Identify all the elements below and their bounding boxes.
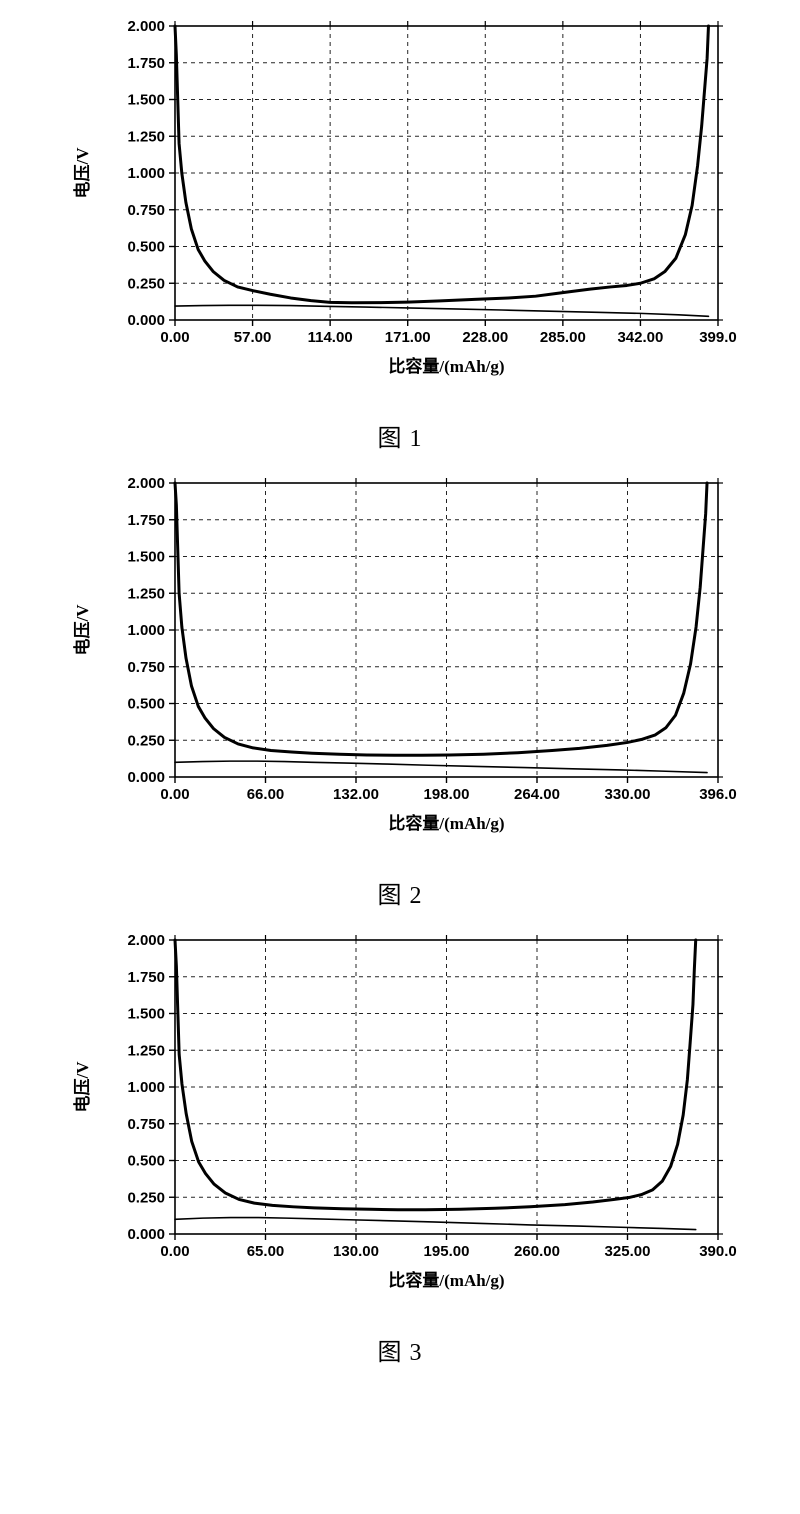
x-tick-label: 65.00 <box>247 1243 285 1260</box>
x-tick-label: 260.00 <box>514 1243 560 1260</box>
y-tick-label: 0.000 <box>127 312 165 329</box>
y-tick-label: 1.250 <box>127 585 165 602</box>
y-tick-label: 0.500 <box>127 239 165 256</box>
x-tick-label: 228.00 <box>462 329 508 346</box>
y-tick-label: 1.000 <box>127 1079 165 1096</box>
y-tick-label: 0.750 <box>127 202 165 219</box>
x-tick-label: 132.00 <box>333 786 379 803</box>
figure: 0.000 0.250 0.500 0.750 1.000 1.250 1.500 1.750… <box>60 467 740 910</box>
y-axis-label: 电压/V <box>72 147 92 199</box>
x-tick-label: 325.00 <box>605 1243 651 1260</box>
y-tick-label: 1.250 <box>127 1042 165 1059</box>
x-tick-label: 399.0 <box>699 329 737 346</box>
figure-caption: 图 3 <box>378 1332 423 1367</box>
x-tick-label: 264.00 <box>514 786 560 803</box>
y-tick-label: 0.750 <box>127 659 165 676</box>
y-tick-label: 1.000 <box>127 165 165 182</box>
y-tick-label: 0.500 <box>127 1153 165 1170</box>
x-tick-label: 130.00 <box>333 1243 379 1260</box>
x-axis-label: 比容量/(mAh/g) <box>388 356 504 376</box>
y-tick-label: 0.750 <box>127 1116 165 1133</box>
x-tick-label: 114.00 <box>308 329 353 346</box>
y-tick-label: 2.000 <box>127 18 165 35</box>
y-tick-label: 1.500 <box>127 1006 165 1023</box>
y-tick-label: 1.750 <box>127 512 165 529</box>
y-tick-label: 1.500 <box>127 92 165 109</box>
y-tick-label: 0.250 <box>127 275 165 292</box>
y-tick-label: 1.750 <box>127 969 165 986</box>
x-tick-label: 198.00 <box>424 786 470 803</box>
x-tick-label: 0.00 <box>160 786 189 803</box>
y-tick-label: 0.250 <box>127 732 165 749</box>
x-tick-label: 342.00 <box>617 329 663 346</box>
y-axis-label: 电压/V <box>72 1061 92 1113</box>
chart: 0.000 0.250 0.500 0.750 1.000 1.250 1.500 1.750… <box>60 10 740 398</box>
y-tick-label: 2.000 <box>127 932 165 949</box>
x-tick-label: 330.00 <box>605 786 651 803</box>
x-tick-label: 0.00 <box>160 1243 189 1260</box>
x-axis-label: 比容量/(mAh/g) <box>388 813 504 833</box>
figure-caption: 图 1 <box>378 418 423 453</box>
x-tick-label: 195.00 <box>424 1243 470 1260</box>
chart: 0.000 0.250 0.500 0.750 1.000 1.250 1.500 1.750… <box>60 467 740 855</box>
x-tick-label: 171.00 <box>385 329 431 346</box>
figure: 0.000 0.250 0.500 0.750 1.000 1.250 1.500 1.750… <box>60 10 740 453</box>
y-tick-label: 1.250 <box>127 128 165 145</box>
y-tick-label: 1.500 <box>127 549 165 566</box>
y-tick-label: 0.500 <box>127 696 165 713</box>
figure: 0.000 0.250 0.500 0.750 1.000 1.250 1.500 1.750… <box>60 924 740 1367</box>
y-tick-label: 0.250 <box>127 1189 165 1206</box>
chart: 0.000 0.250 0.500 0.750 1.000 1.250 1.500 1.750… <box>60 924 740 1312</box>
x-tick-label: 285.00 <box>540 329 586 346</box>
page: 0.000 0.250 0.500 0.750 1.000 1.250 1.500 1.750… <box>0 0 800 1401</box>
x-tick-label: 0.00 <box>160 329 189 346</box>
x-tick-label: 396.0 <box>699 786 737 803</box>
y-tick-label: 0.000 <box>127 1226 165 1243</box>
x-tick-label: 66.00 <box>247 786 285 803</box>
x-tick-label: 57.00 <box>234 329 272 346</box>
y-tick-label: 1.750 <box>127 55 165 72</box>
figure-caption: 图 2 <box>378 875 423 910</box>
y-tick-label: 1.000 <box>127 622 165 639</box>
y-axis-label: 电压/V <box>72 604 92 656</box>
x-tick-label: 390.0 <box>699 1243 737 1260</box>
x-axis-label: 比容量/(mAh/g) <box>388 1270 504 1290</box>
y-tick-label: 0.000 <box>127 769 165 786</box>
y-tick-label: 2.000 <box>127 475 165 492</box>
